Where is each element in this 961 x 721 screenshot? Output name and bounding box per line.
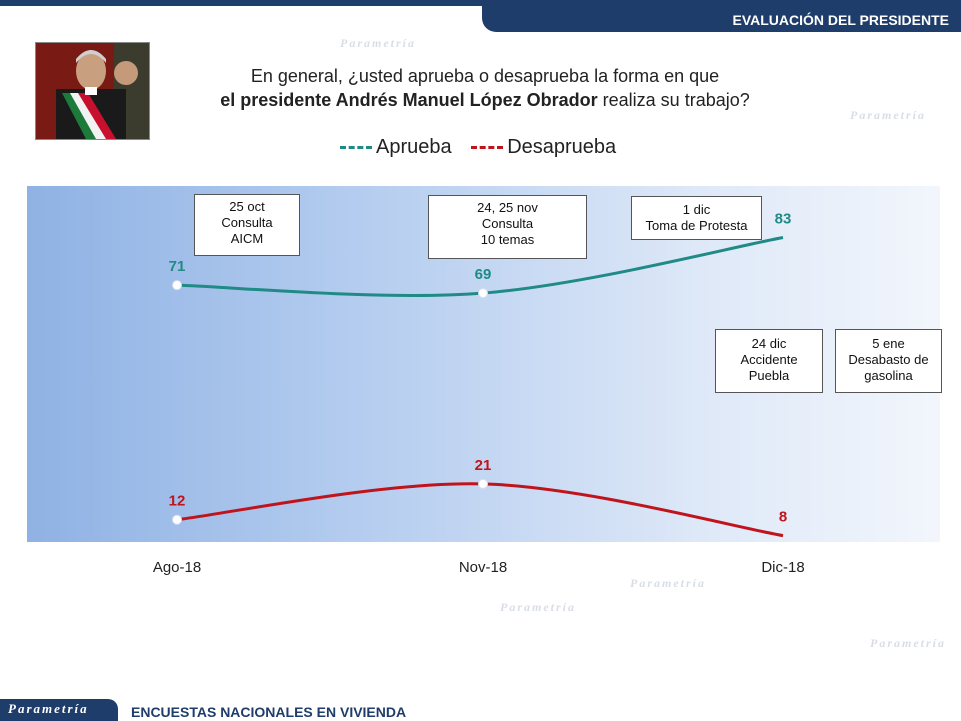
annotation-line: Consulta — [481, 216, 534, 231]
annotation-box: 24 dic Accidente Puebla — [715, 329, 823, 393]
page-title: EVALUACIÓN DEL PRESIDENTE — [732, 12, 949, 28]
annotation-line: AICM — [230, 231, 264, 246]
watermark-text: Parametría — [850, 108, 926, 122]
annotation-line: Toma de Protesta — [645, 218, 748, 233]
legend-label-desaprueba: Desaprueba — [507, 136, 617, 158]
data-point — [172, 514, 182, 525]
data-point — [478, 478, 488, 489]
annotation-line: 5 ene — [872, 336, 905, 351]
question-line-1: En general, ¿usted aprueba o desaprueba … — [250, 66, 720, 86]
x-tick-label: Ago-18 — [153, 559, 201, 576]
footer-caption: ENCUESTAS NACIONALES EN VIVIENDA — [131, 704, 407, 720]
legend-swatch-aprueba — [340, 146, 372, 149]
data-label: 71 — [169, 258, 186, 275]
question-line-2: el presidente Andrés Manuel López Obrado… — [160, 88, 810, 112]
survey-question: En general, ¿usted aprueba o desaprueba … — [160, 64, 810, 112]
annotation-line: Puebla — [748, 368, 790, 383]
annotation-line: 1 dic — [682, 202, 711, 217]
data-point — [478, 288, 488, 299]
data-label: 8 — [779, 509, 787, 526]
annotation-line: Consulta — [221, 215, 273, 230]
chart-legend: Aprueba Desaprueba — [340, 132, 630, 159]
question-president-name: el presidente Andrés Manuel López Obrado… — [220, 90, 598, 110]
annotation-line: 24, 25 nov — [477, 200, 538, 215]
header-tab: EVALUACIÓN DEL PRESIDENTE — [482, 4, 961, 32]
data-label: 21 — [475, 457, 492, 474]
annotation-line: 24 dic — [751, 336, 787, 351]
legend-item-desaprueba: Desaprueba — [471, 136, 616, 159]
watermark-text: Parametría — [630, 576, 706, 590]
data-label: 12 — [169, 493, 186, 510]
annotation-box: 1 dic Toma de Protesta — [631, 196, 762, 240]
legend-item-aprueba: Aprueba — [340, 136, 452, 159]
watermark-text: Parametría — [340, 36, 416, 50]
watermark-text: Parametría — [870, 636, 946, 650]
annotation-line: Desabasto de — [848, 352, 929, 367]
annotation-box: 25 oct Consulta AICM — [194, 194, 300, 256]
annotation-box: 5 ene Desabasto de gasolina — [835, 329, 942, 393]
question-line-2-rest: realiza su trabajo? — [597, 90, 750, 110]
annotation-line: gasolina — [864, 368, 913, 383]
legend-label-aprueba: Aprueba — [376, 136, 452, 158]
annotation-line: 10 temas — [480, 232, 535, 247]
annotation-line: Accidente — [740, 352, 798, 367]
header-bar — [0, 0, 961, 6]
x-tick-label: Dic-18 — [761, 559, 804, 576]
x-tick-label: Nov-18 — [459, 559, 507, 576]
president-photo — [35, 42, 150, 140]
series-line-desaprueba — [176, 482, 784, 538]
legend-swatch-desaprueba — [471, 146, 504, 149]
annotation-line: 25 oct — [229, 199, 265, 214]
footer-tab: Parametría — [0, 699, 118, 721]
annotation-box: 24, 25 nov Consulta 10 temas — [428, 195, 587, 259]
data-label: 69 — [475, 266, 492, 283]
watermark-text: Parametría — [500, 600, 576, 614]
data-point — [172, 280, 182, 291]
brand-logo: Parametría — [8, 701, 89, 716]
data-label: 83 — [775, 210, 792, 227]
